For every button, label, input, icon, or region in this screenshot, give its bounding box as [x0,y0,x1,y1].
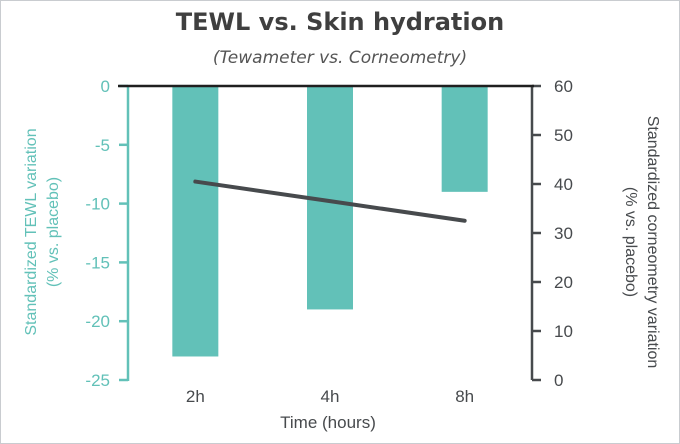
left-tick-label: -20 [85,312,110,331]
left-tick-label: -10 [85,195,110,214]
left-axis-label-line2: (% vs. placebo) [45,177,62,287]
right-tick-label: 30 [554,224,573,243]
bar-8h [441,87,488,192]
left-tick-label: -15 [85,253,110,272]
right-tick-label: 40 [554,175,573,194]
left-tick-label: -5 [95,136,110,155]
right-tick-label: 10 [554,322,573,341]
chart-title: TEWL vs. Skin hydration [175,8,505,36]
right-tick-label: 20 [554,273,573,292]
right-axis-label-line1: Standardized corneometry variation [644,116,661,369]
right-tick-label: 0 [554,371,563,390]
bar-2h [172,87,219,357]
left-tick-label: 0 [101,77,110,96]
plot-area: 0 -5 -10 -15 -20 -25 0 10 20 30 40 50 60 2h 4h 8h [85,77,573,406]
right-axis-label-line2: (% vs. placebo) [622,187,639,297]
x-axis-label: Time (hours) [280,413,376,432]
corneometry-line [193,179,467,223]
x-tick-label: 8h [455,387,474,406]
right-tick-label: 60 [554,77,573,96]
chart-subtitle: (Tewameter vs. Corneometry) [212,48,468,68]
x-tick-label: 4h [321,387,340,406]
right-tick-label: 50 [554,126,573,145]
x-tick-label: 2h [186,387,205,406]
left-tick-label: -25 [85,371,110,390]
left-axis-label-line1: Standardized TEWL variation [23,128,40,335]
